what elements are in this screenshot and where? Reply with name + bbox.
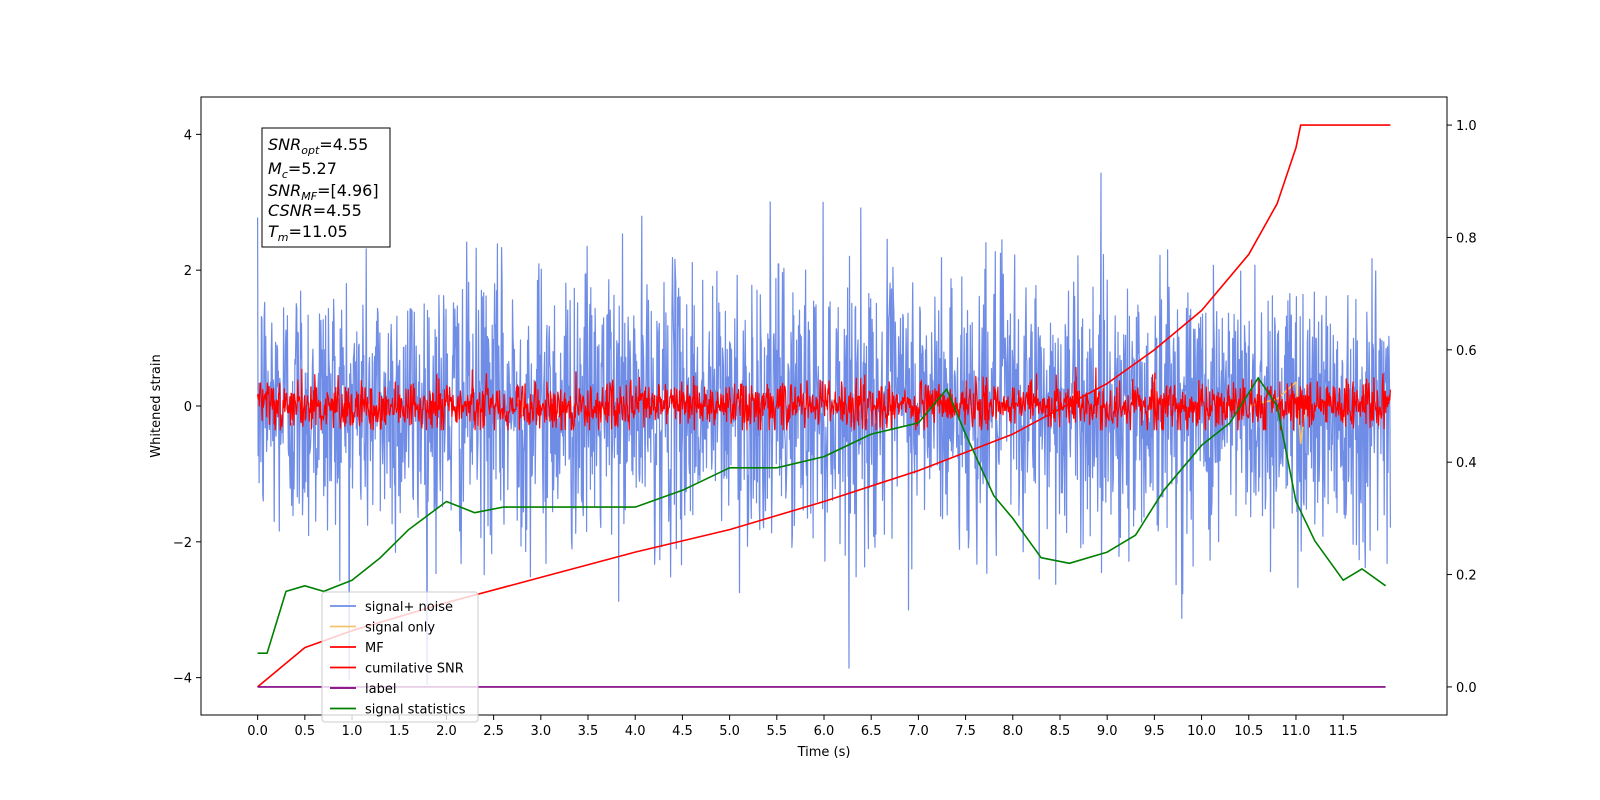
info-tm: Tm=11.05 [268, 222, 348, 244]
x-tick-label: 9.5 [1144, 724, 1165, 739]
info-mc: Mc=5.27 [268, 159, 337, 181]
info-snr-opt: SNRopt=4.55 [268, 135, 368, 157]
info-box: SNRopt=4.55 Mc=5.27 SNRMF=[4.96] CSNR=4.… [261, 127, 391, 248]
x-tick-label: 1.5 [389, 724, 410, 739]
x-tick-label: 4.0 [625, 724, 646, 739]
y-right-tick-label: 0.0 [1456, 681, 1477, 696]
x-tick-label: 2.5 [483, 724, 504, 739]
x-tick-label: 3.5 [578, 724, 599, 739]
y-right-tick-label: 0.4 [1456, 456, 1477, 471]
info-mc-value: 5.27 [301, 159, 337, 178]
x-tick-label: 6.0 [814, 724, 835, 739]
legend-label: signal statistics [365, 703, 466, 718]
legend-label: MF [365, 641, 384, 656]
y-left-tick-label: 0 [184, 400, 192, 415]
info-snr-mf: SNRMF=[4.96] [268, 181, 379, 203]
info-csnr: CSNR=4.55 [268, 201, 362, 220]
y-right-tick-label: 0.6 [1456, 344, 1477, 359]
info-csnr-value: 4.55 [326, 201, 362, 220]
info-box-frame [261, 127, 391, 248]
x-tick-label: 6.5 [861, 724, 882, 739]
ticks: 0.0 0.5 1.0 1.5 2.0 2.5 3.0 3.5 4.0 4.5 5.0 5.5 6.0 6… [173, 119, 1477, 739]
series-signal-only-line [1248, 381, 1307, 445]
y-axis-label: Whitened strain [149, 354, 164, 457]
x-tick-label: 4.5 [672, 724, 693, 739]
legend-label: signal+ noise [365, 600, 453, 615]
x-tick-label: 2.0 [436, 724, 457, 739]
x-tick-label: 7.5 [955, 724, 976, 739]
legend-label: signal only [365, 621, 435, 636]
x-tick-label: 10.5 [1234, 724, 1263, 739]
legend: signal+ noise signal only MF cumilative SNR… [321, 591, 479, 723]
x-tick-label: 8.0 [1002, 724, 1023, 739]
x-tick-label: 3.0 [530, 724, 551, 739]
x-tick-label: 8.5 [1050, 724, 1071, 739]
series-mf-line [257, 366, 1391, 431]
legend-label: label [365, 682, 396, 697]
info-snr-opt-value: 4.55 [333, 135, 369, 154]
x-axis-label: Time (s) [797, 745, 851, 760]
info-snr-mf-value: [4.96] [330, 181, 378, 200]
legend-frame [321, 591, 479, 723]
info-tm-value: 11.05 [302, 222, 348, 241]
x-tick-label: 5.5 [766, 724, 787, 739]
y-right-tick-label: 0.2 [1456, 569, 1477, 584]
legend-label: cumilative SNR [365, 662, 464, 677]
y-right-tick-label: 1.0 [1456, 119, 1477, 134]
x-tick-label: 10.0 [1187, 724, 1216, 739]
x-tick-label: 11.0 [1281, 724, 1310, 739]
y-right-tick-label: 0.8 [1456, 231, 1477, 246]
x-tick-label: 1.0 [342, 724, 363, 739]
y-left-tick-label: −2 [173, 536, 192, 551]
x-tick-label: 5.0 [719, 724, 740, 739]
series-signal-statistics-line [257, 377, 1387, 654]
x-tick-label: 0.5 [294, 724, 315, 739]
x-tick-label: 7.0 [908, 724, 929, 739]
x-tick-label: 0.0 [247, 724, 268, 739]
y-left-tick-label: 4 [184, 128, 192, 143]
y-left-tick-label: 2 [184, 264, 192, 279]
x-tick-label: 9.0 [1097, 724, 1118, 739]
y-left-tick-label: −4 [173, 672, 192, 687]
x-tick-label: 11.5 [1329, 724, 1358, 739]
